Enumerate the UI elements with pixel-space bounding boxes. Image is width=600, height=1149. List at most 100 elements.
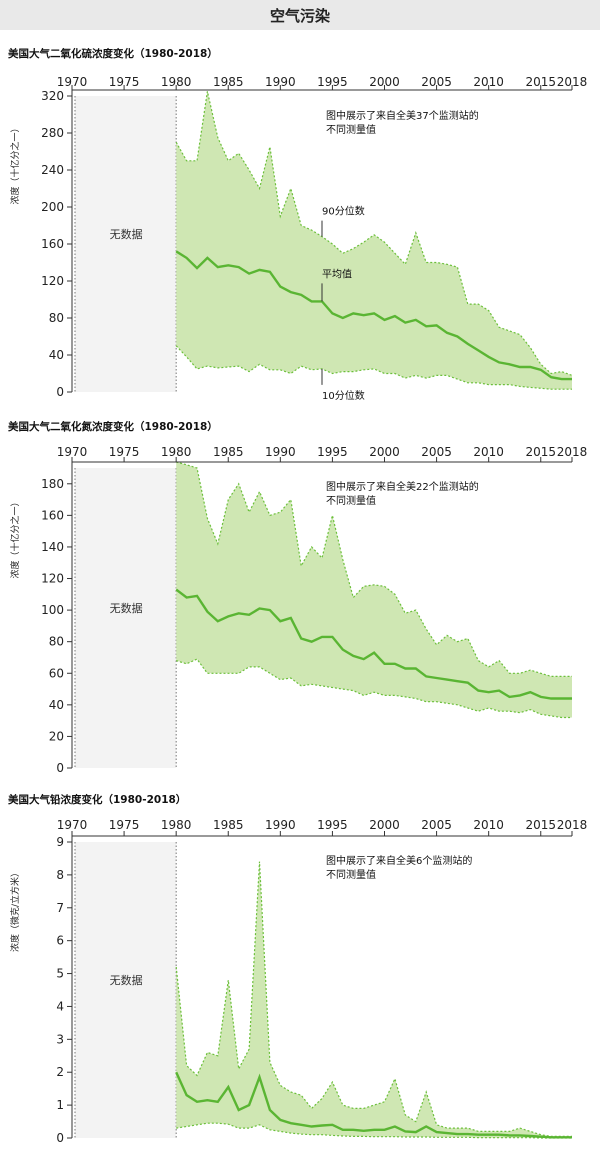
y-tick-label: 7 xyxy=(56,901,64,915)
x-tick-label: 1975 xyxy=(109,75,140,89)
series-line-mean xyxy=(175,250,572,381)
x-tick-label: 2000 xyxy=(369,75,400,89)
x-tick-label: 2015 xyxy=(525,75,556,89)
y-tick-label: 80 xyxy=(49,311,64,325)
chart-title: 美国大气二氧化氮浓度变化（1980-2018） xyxy=(8,420,218,433)
series-line-p90 xyxy=(176,461,572,678)
y-axis-label: 浓度（十亿分之一） xyxy=(9,497,21,578)
y-tick-label: 0 xyxy=(56,761,64,775)
annotation-p10: 10分位数 xyxy=(322,389,365,402)
series-line-p10 xyxy=(176,658,572,719)
y-tick-label: 3 xyxy=(56,1032,64,1046)
y-tick-label: 60 xyxy=(49,666,64,680)
x-tick-label: 1970 xyxy=(57,75,88,89)
x-tick-label: 2010 xyxy=(473,445,504,459)
y-tick-label: 20 xyxy=(49,729,64,743)
x-tick-label: 1975 xyxy=(109,445,140,459)
x-tick-label: 1980 xyxy=(161,818,192,832)
x-tick-label: 1985 xyxy=(213,818,244,832)
chart-panel-2: 美国大气二氧化氮浓度变化（1980-2018） 无数据 1970 1975 1980 19… xyxy=(8,420,587,775)
x-tick-label: 1995 xyxy=(317,75,348,89)
y-tick-label: 160 xyxy=(41,237,64,251)
x-tick-label: 1985 xyxy=(213,75,244,89)
series-line-p90 xyxy=(175,861,572,1138)
y-tick-label: 2 xyxy=(56,1065,64,1079)
x-tick-label: 2018 xyxy=(557,818,588,832)
no-data-region xyxy=(75,96,177,392)
y-tick-label: 8 xyxy=(56,868,64,882)
x-tick-label: 2000 xyxy=(369,445,400,459)
x-tick-label: 2015 xyxy=(525,818,556,832)
series-line-mean xyxy=(175,1071,572,1139)
chart-note-line: 不同测量值 xyxy=(326,494,376,507)
y-tick-label: 200 xyxy=(41,200,64,214)
y-tick-label: 1 xyxy=(56,1098,64,1112)
x-tick-label: 1970 xyxy=(57,445,88,459)
series-line-p10 xyxy=(175,345,572,390)
x-tick-label: 1980 xyxy=(161,75,192,89)
percentile-band xyxy=(176,462,572,718)
y-tick-label: 320 xyxy=(41,89,64,103)
y-tick-label: 6 xyxy=(56,934,64,948)
no-data-label: 无数据 xyxy=(110,601,143,615)
y-tick-label: 280 xyxy=(41,126,64,140)
series-line-p10 xyxy=(176,1122,572,1139)
x-tick-label: 2018 xyxy=(557,445,588,459)
chart-title: 美国大气二氧化硫浓度变化（1980-2018） xyxy=(8,47,218,60)
annotation-mean: 平均值 xyxy=(322,267,352,280)
series-line-mean xyxy=(175,588,572,700)
series-line-p90 xyxy=(175,91,573,376)
y-axis-label: 浓度（微克/立方米） xyxy=(9,868,21,952)
x-tick-label: 2015 xyxy=(525,445,556,459)
percentile-band xyxy=(176,861,572,1138)
chart-note-line: 不同测量值 xyxy=(326,868,376,881)
x-tick-label: 1980 xyxy=(161,445,192,459)
y-tick-label: 240 xyxy=(41,163,64,177)
x-tick-label: 2005 xyxy=(421,445,452,459)
chart-note-line: 图中展示了来自全美37个监测站的 xyxy=(326,109,479,122)
x-tick-label: 2010 xyxy=(473,75,504,89)
y-tick-label: 120 xyxy=(41,274,64,288)
y-tick-label: 40 xyxy=(49,348,64,362)
x-tick-label: 2010 xyxy=(473,818,504,832)
x-tick-label: 1990 xyxy=(265,818,296,832)
x-tick-label: 1995 xyxy=(317,818,348,832)
x-tick-label: 2018 xyxy=(557,75,588,89)
y-tick-label: 0 xyxy=(56,385,64,399)
y-tick-label: 0 xyxy=(56,1131,64,1145)
x-tick-label: 1995 xyxy=(317,445,348,459)
chart-title: 美国大气铅浓度变化（1980-2018） xyxy=(8,793,186,806)
x-tick-label: 2005 xyxy=(421,75,452,89)
y-tick-label: 80 xyxy=(49,635,64,649)
y-tick-label: 9 xyxy=(56,835,64,849)
no-data-region xyxy=(75,468,177,768)
percentile-band xyxy=(176,91,572,390)
chart-note-line: 图中展示了来自全美22个监测站的 xyxy=(326,480,479,493)
page-header: 空气污染 xyxy=(0,0,600,30)
no-data-label: 无数据 xyxy=(110,973,143,987)
y-tick-label: 4 xyxy=(56,999,64,1013)
y-tick-label: 120 xyxy=(41,572,64,586)
annotation-p90: 90分位数 xyxy=(322,205,365,218)
chart-panel-1: 美国大气二氧化硫浓度变化（1980-2018） 无数据 1970 1975 1980 19… xyxy=(8,47,587,402)
x-tick-label: 2000 xyxy=(369,818,400,832)
x-tick-label: 1990 xyxy=(265,75,296,89)
x-tick-label: 1990 xyxy=(265,445,296,459)
y-tick-label: 40 xyxy=(49,698,64,712)
y-tick-label: 5 xyxy=(56,967,64,981)
chart-note-line: 图中展示了来自全美6个监测站的 xyxy=(326,854,472,867)
chart-panel-3: 美国大气铅浓度变化（1980-2018） 无数据 1 9 7 0 1975 1980 1985 1… xyxy=(8,793,587,1145)
no-data-label: 无数据 xyxy=(110,227,143,241)
y-tick-label: 100 xyxy=(41,603,64,617)
y-tick-label: 180 xyxy=(41,477,64,491)
page-title: 空气污染 xyxy=(269,6,330,25)
x-tick-label: 1975 xyxy=(109,818,140,832)
y-tick-label: 140 xyxy=(41,540,64,554)
chart-note-line: 不同测量值 xyxy=(326,123,376,136)
y-axis-label: 浓度（十亿分之一） xyxy=(9,123,21,204)
no-data-region xyxy=(75,842,177,1138)
y-tick-label: 160 xyxy=(41,508,64,522)
x-tick-label: 2005 xyxy=(421,818,452,832)
x-tick-label: 1985 xyxy=(213,445,244,459)
